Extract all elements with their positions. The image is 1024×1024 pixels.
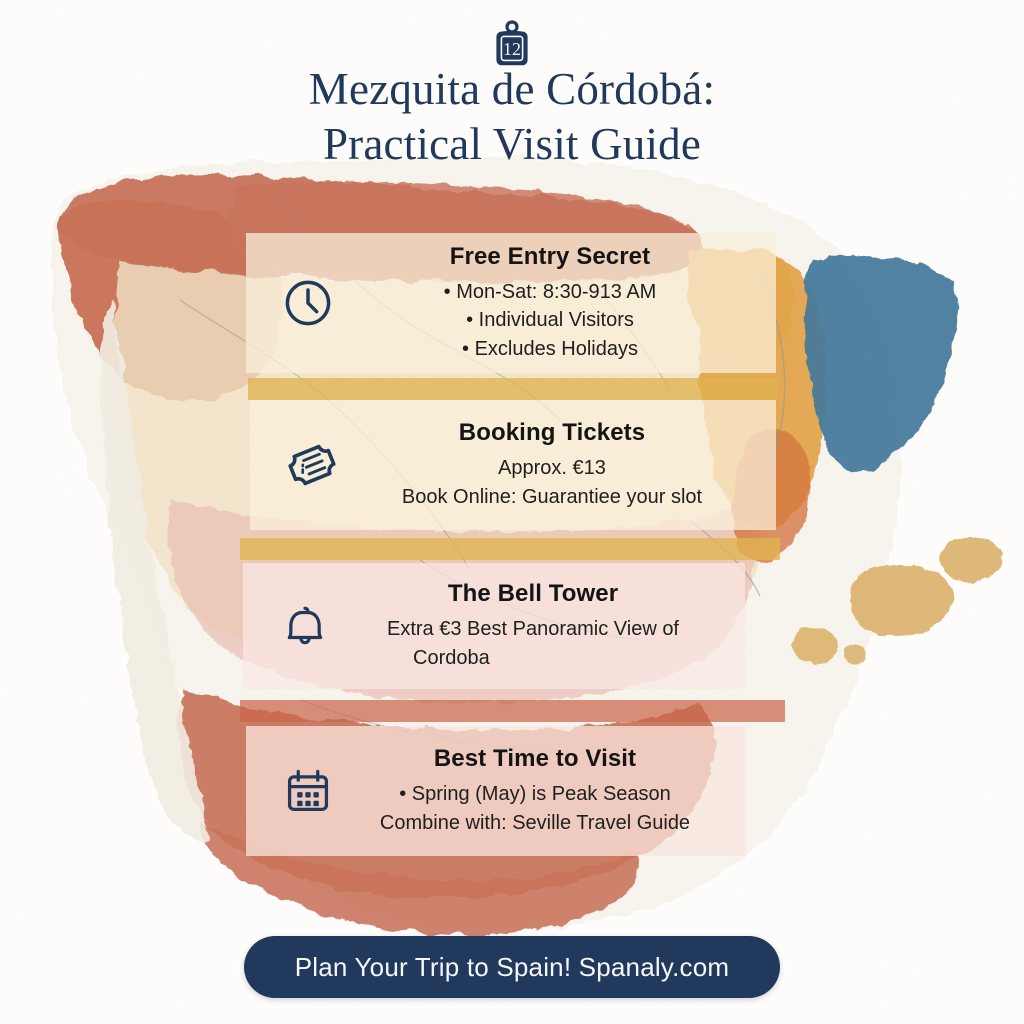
card-body: Booking Tickets Approx. €13 Book Online:… [354, 419, 776, 511]
footer-cta-label: Plan Your Trip to Spain! Spanaly.com [294, 951, 730, 982]
page-title: Mezquita de Córdobá: Practical Visit Gui… [0, 62, 1024, 172]
ticket-icon [270, 436, 354, 494]
title-line-1: Mezquita de Córdobá: [308, 64, 716, 114]
clock-icon [266, 277, 350, 329]
card-body: Free Entry Secret • Mon-Sat: 8:30-913 AM… [350, 243, 776, 363]
badge-number: 12 [503, 39, 521, 59]
card-line: • Mon-Sat: 8:30-913 AM [443, 280, 657, 303]
card-line: Book Online: Guarantiee your slot [401, 485, 703, 508]
footer-cta-button[interactable]: Plan Your Trip to Spain! Spanaly.com [244, 936, 780, 998]
hanging-sign-icon: 12 [496, 20, 528, 66]
card-title: The Bell Tower [447, 580, 619, 608]
card-line: • Individual Visitors [466, 309, 634, 332]
card-line: Approx. €13 [498, 457, 606, 480]
card-title: Free Entry Secret [449, 242, 651, 270]
bell-icon [263, 601, 347, 651]
divider-gold-1 [248, 378, 778, 400]
card-title: Booking Tickets [458, 419, 646, 447]
card-title: Best Time to Visit [433, 745, 637, 773]
info-card-free-entry: Free Entry Secret • Mon-Sat: 8:30-913 AM… [246, 233, 776, 373]
info-card-bell-tower: The Bell Tower Extra €3 Best Panoramic V… [243, 563, 745, 689]
card-body: Best Time to Visit • Spring (May) is Pea… [350, 745, 746, 837]
card-line: Extra €3 Best Panoramic View of [387, 618, 679, 641]
info-card-booking-tickets: Booking Tickets Approx. €13 Book Online:… [250, 400, 776, 530]
card-body: The Bell Tower Extra €3 Best Panoramic V… [347, 580, 745, 672]
card-line: Combine with: Seville Travel Guide [379, 811, 691, 834]
divider-gold-2 [240, 538, 780, 560]
card-line: • Excludes Holidays [462, 337, 638, 360]
card-line: • Spring (May) is Peak Season [399, 783, 671, 806]
hanging-sign-badge: 12 [489, 18, 535, 70]
info-card-best-time: Best Time to Visit • Spring (May) is Pea… [246, 726, 746, 856]
card-line: Cordoba [413, 646, 490, 669]
divider-terracotta-3 [240, 700, 785, 722]
calendar-icon [266, 765, 350, 817]
title-line-2: Practical Visit Guide [322, 118, 702, 169]
